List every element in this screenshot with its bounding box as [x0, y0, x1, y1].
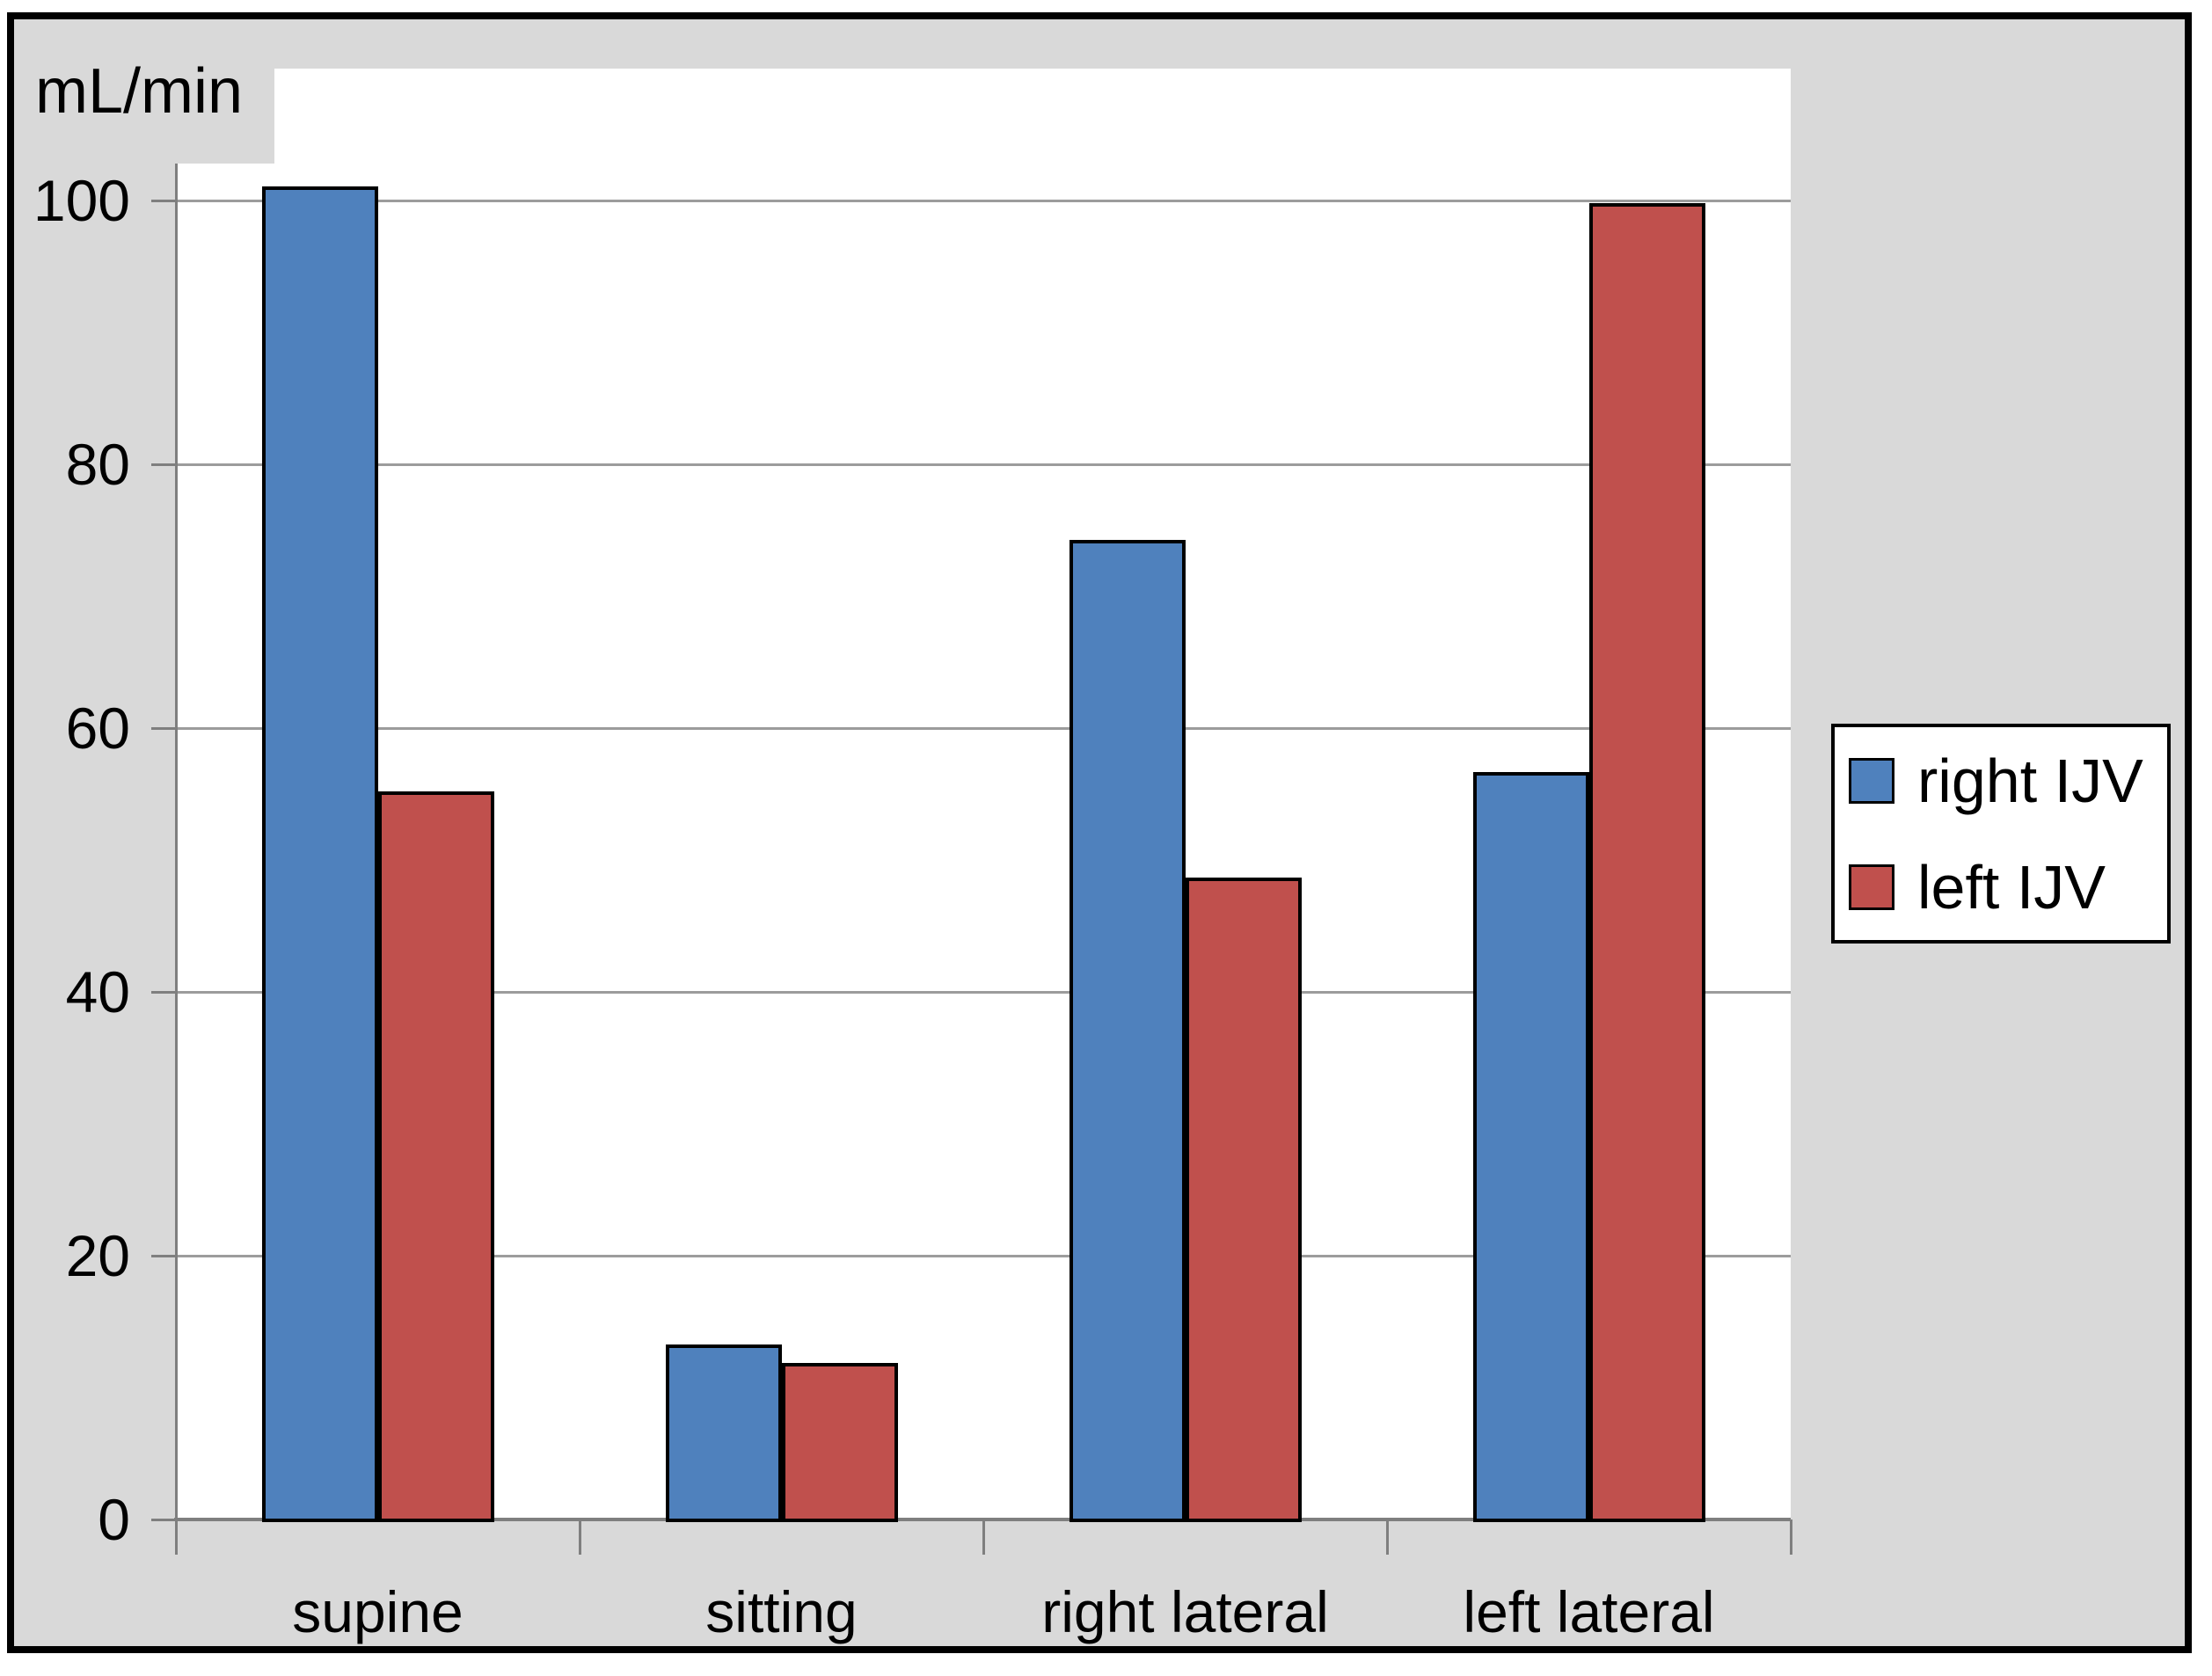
legend-item-right-IJV: right IJV: [1835, 746, 2167, 816]
category-label-supine: supine: [292, 1579, 464, 1644]
legend-item-left-IJV: left IJV: [1835, 852, 2167, 922]
gridline-20: [176, 1255, 1791, 1257]
x-tick-0: [175, 1519, 178, 1555]
y-axis-unit-label: mL/min: [35, 56, 244, 127]
category-label-sitting: sitting: [705, 1579, 858, 1644]
bar-left-IJV-right-lateral: [1185, 877, 1302, 1522]
y-tick-60: [151, 727, 176, 730]
y-tick-label-20: 20: [65, 1223, 130, 1288]
y-tick-label-0: 0: [98, 1487, 130, 1552]
x-tick-1: [579, 1519, 581, 1555]
gridline-40: [176, 991, 1791, 994]
y-axis-line: [175, 69, 178, 1519]
bar-right-IJV-supine: [261, 186, 378, 1522]
x-tick-4: [1790, 1519, 1792, 1555]
gridline-100: [176, 200, 1791, 202]
category-label-right-lateral: right lateral: [1041, 1579, 1329, 1644]
y-tick-100: [151, 200, 176, 202]
y-tick-label-40: 40: [65, 959, 130, 1024]
legend-label-right-IJV: right IJV: [1917, 746, 2143, 815]
legend-swatch-left-IJV: [1849, 864, 1894, 910]
bar-right-IJV-right-lateral: [1069, 539, 1186, 1522]
y-axis-unit-label-box: mL/min: [14, 19, 274, 164]
legend-swatch-right-IJV: [1849, 757, 1894, 804]
bar-right-IJV-left-lateral: [1472, 771, 1589, 1522]
bar-left-IJV-left-lateral: [1588, 203, 1705, 1522]
legend-label-left-IJV: left IJV: [1917, 852, 2106, 922]
gridline-80: [176, 463, 1791, 466]
y-tick-80: [151, 463, 176, 466]
y-tick-0: [151, 1519, 176, 1521]
legend: right IJV left IJV: [1831, 724, 2171, 944]
gridline-60: [176, 727, 1791, 730]
y-tick-40: [151, 991, 176, 994]
y-tick-label-60: 60: [65, 696, 130, 761]
y-tick-label-80: 80: [65, 432, 130, 497]
bar-left-IJV-sitting: [781, 1362, 898, 1522]
x-tick-3: [1386, 1519, 1389, 1555]
bar-right-IJV-sitting: [665, 1344, 782, 1522]
bar-left-IJV-supine: [377, 791, 494, 1522]
category-label-left-lateral: left lateral: [1463, 1579, 1715, 1644]
x-tick-2: [982, 1519, 985, 1555]
y-tick-20: [151, 1255, 176, 1257]
y-tick-label-100: 100: [33, 168, 130, 233]
